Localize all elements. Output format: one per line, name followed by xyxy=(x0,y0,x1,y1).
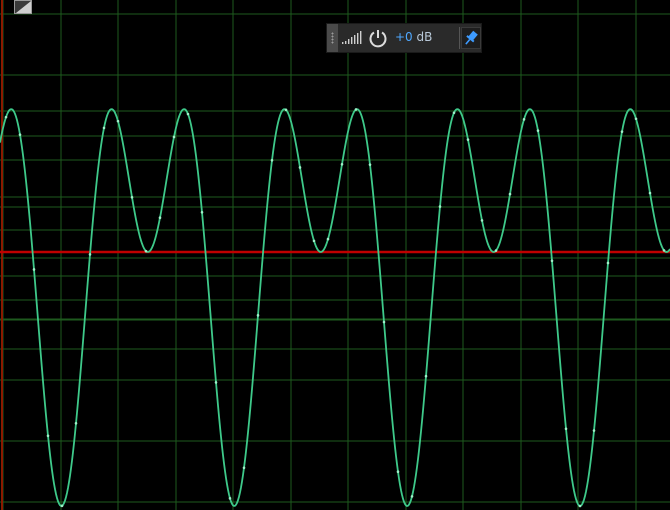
waveform-point xyxy=(172,135,176,139)
pin-icon xyxy=(465,30,478,45)
waveform-point xyxy=(116,119,120,123)
waveform-point xyxy=(592,429,596,432)
waveform-point xyxy=(18,133,22,136)
waveform-point xyxy=(102,126,106,130)
waveform-point xyxy=(298,166,302,169)
waveform-point xyxy=(354,108,358,111)
waveform-point xyxy=(214,381,218,384)
waveform-point xyxy=(4,115,8,119)
grip-icon xyxy=(331,32,334,44)
toolbar-divider xyxy=(459,27,460,49)
waveform-points xyxy=(4,108,666,508)
waveform-point xyxy=(284,108,288,112)
waveform-point xyxy=(46,434,50,438)
gain-toolbar: +0 dB xyxy=(326,23,482,53)
waveform-point xyxy=(396,470,400,474)
waveform-line xyxy=(0,108,670,507)
waveform-point xyxy=(368,163,372,166)
waveform-point xyxy=(438,205,442,208)
waveform-point xyxy=(424,374,428,378)
waveform-point xyxy=(466,138,470,141)
waveform-point xyxy=(410,495,414,498)
waveform-point xyxy=(158,216,162,220)
waveform-point xyxy=(60,504,64,508)
waveform-point xyxy=(536,129,540,132)
waveform-point xyxy=(634,117,638,121)
signal-meter-icon[interactable] xyxy=(341,29,363,47)
waveform-point xyxy=(74,422,78,425)
waveform-point xyxy=(382,320,386,324)
waveform-point xyxy=(508,192,512,196)
waveform-point xyxy=(144,249,148,253)
waveform-point xyxy=(186,112,190,116)
resize-corner-icon[interactable] xyxy=(14,0,32,14)
waveform-point xyxy=(312,239,316,243)
gain-readout[interactable]: +0 dB xyxy=(395,30,432,44)
waveform-point xyxy=(452,111,456,115)
waveform-point xyxy=(326,237,330,241)
waveform-point xyxy=(270,159,274,162)
waveform-point xyxy=(578,504,582,508)
waveform-point xyxy=(242,466,246,470)
pin-button[interactable] xyxy=(461,27,481,49)
waveform-point xyxy=(564,427,568,431)
waveform-point xyxy=(200,210,204,214)
waveform-point xyxy=(32,268,36,271)
waveform-point xyxy=(88,253,92,256)
waveform-point xyxy=(620,130,624,133)
waveform-point xyxy=(228,497,232,500)
gain-unit: dB xyxy=(416,30,433,44)
waveform-point xyxy=(662,249,666,252)
waveform-point xyxy=(606,261,610,265)
waveform-point xyxy=(522,118,526,121)
drag-handle[interactable] xyxy=(327,24,338,52)
waveform-point xyxy=(494,249,498,252)
waveform-point xyxy=(340,162,344,166)
waveform-point xyxy=(130,195,134,199)
waveform-point xyxy=(648,191,652,195)
waveform-point xyxy=(550,259,554,263)
waveform-point xyxy=(256,314,260,317)
waveform-point xyxy=(480,219,484,222)
power-icon[interactable] xyxy=(367,27,389,49)
gain-value: +0 xyxy=(395,30,413,44)
